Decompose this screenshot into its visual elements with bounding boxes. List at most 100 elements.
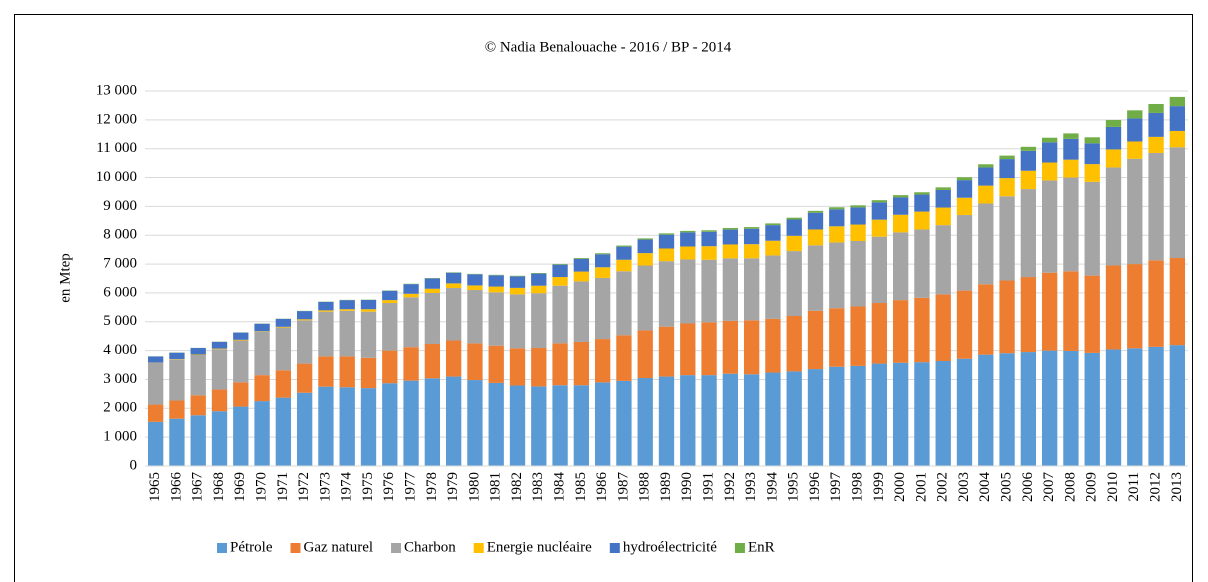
bar-segment bbox=[531, 272, 547, 274]
bar-segment bbox=[1105, 265, 1122, 350]
bar-segment bbox=[531, 348, 547, 387]
bar-segment bbox=[680, 375, 696, 466]
bar-segment bbox=[1084, 181, 1100, 276]
bar-segment bbox=[403, 293, 419, 298]
bar-segment bbox=[1020, 146, 1037, 151]
x-tick-label: 1990 bbox=[679, 472, 695, 502]
bar-segment bbox=[743, 374, 760, 466]
bar-segment bbox=[1084, 352, 1100, 466]
bar-segment bbox=[1020, 277, 1037, 353]
bar-segment bbox=[424, 288, 441, 293]
bar-segment bbox=[1169, 130, 1186, 148]
bar-segment bbox=[467, 343, 483, 381]
bar-segment bbox=[743, 258, 760, 321]
x-tick-label: 1983 bbox=[530, 472, 546, 502]
bar-segment bbox=[339, 300, 355, 310]
x-tick-label: 1979 bbox=[445, 472, 461, 502]
bar-segment bbox=[1169, 345, 1186, 466]
bar-segment bbox=[360, 388, 377, 466]
bar-segment bbox=[594, 277, 611, 340]
bar-segment bbox=[1148, 346, 1164, 466]
x-tick-label: 1991 bbox=[701, 472, 717, 502]
bar-segment bbox=[552, 385, 568, 466]
bar-segment bbox=[296, 320, 313, 364]
legend-swatch bbox=[734, 543, 745, 553]
bar-segment bbox=[807, 210, 824, 213]
bar-segment bbox=[1169, 258, 1186, 346]
bar-segment bbox=[658, 233, 675, 235]
bar-segment bbox=[722, 373, 739, 466]
x-tick-label: 1976 bbox=[381, 472, 397, 503]
bar-segment bbox=[1127, 110, 1143, 119]
bar-segment bbox=[1063, 138, 1079, 160]
x-tick-label: 1986 bbox=[594, 472, 610, 503]
x-tick-label: 1974 bbox=[339, 472, 355, 503]
bar-segment bbox=[1105, 349, 1122, 466]
bar-segment bbox=[999, 155, 1015, 160]
bar-segment bbox=[509, 275, 526, 277]
bar-segment bbox=[956, 180, 973, 198]
x-tick-label: 1970 bbox=[254, 472, 270, 502]
bar-segment bbox=[573, 271, 590, 282]
bar-segment bbox=[339, 356, 355, 388]
bar-segment bbox=[786, 235, 802, 252]
bar-segment bbox=[552, 277, 568, 286]
bar-segment bbox=[1041, 272, 1058, 351]
bar-segment bbox=[680, 259, 696, 324]
x-tick-label: 1982 bbox=[509, 472, 525, 502]
bar-segment bbox=[701, 230, 717, 232]
bar-segment bbox=[296, 311, 313, 320]
bar-segment bbox=[786, 217, 802, 220]
bar-segment bbox=[1084, 137, 1100, 144]
bar-segment bbox=[616, 245, 632, 247]
bar-segment bbox=[935, 189, 951, 208]
bar-segment bbox=[445, 376, 462, 466]
bar-segment bbox=[445, 288, 462, 341]
bar-segment bbox=[1020, 189, 1037, 278]
bar-segment bbox=[1084, 164, 1100, 182]
bar-segment bbox=[871, 202, 888, 220]
y-tick-label: 8 000 bbox=[103, 227, 137, 243]
bar-segment bbox=[722, 258, 739, 321]
bar-segment bbox=[509, 294, 526, 349]
bar-segment bbox=[935, 225, 951, 295]
bar-segment bbox=[892, 195, 909, 198]
bar-segment bbox=[1127, 264, 1143, 349]
bar-segment bbox=[488, 345, 504, 383]
x-tick-label: 1972 bbox=[296, 472, 312, 502]
bar-segment bbox=[445, 340, 462, 377]
bar-segment bbox=[850, 365, 866, 466]
y-tick-label: 3 000 bbox=[103, 371, 137, 387]
bar-segment bbox=[892, 232, 909, 301]
bar-segment bbox=[1148, 136, 1164, 154]
bar-segment bbox=[978, 167, 994, 186]
bar-segment bbox=[467, 380, 483, 466]
bar-segment bbox=[1063, 350, 1079, 466]
bar-segment bbox=[850, 224, 866, 241]
bar-segment bbox=[892, 214, 909, 233]
legend-swatch bbox=[217, 543, 227, 553]
bar-segment bbox=[254, 323, 270, 332]
x-tick-label: 1978 bbox=[424, 472, 440, 502]
bar-segment bbox=[552, 263, 568, 265]
bar-segment bbox=[1169, 106, 1186, 131]
legend-label: hydroélectricité bbox=[623, 539, 717, 555]
y-tick-label: 11 000 bbox=[96, 140, 137, 156]
bar-segment bbox=[1169, 147, 1186, 259]
bar-segment bbox=[488, 292, 504, 346]
bar-segment bbox=[360, 357, 377, 389]
x-tick-label: 2008 bbox=[1062, 472, 1078, 502]
bar-segment bbox=[254, 375, 270, 402]
bar-segment bbox=[382, 350, 398, 384]
bar-segment bbox=[403, 297, 419, 348]
y-tick-label: 1 000 bbox=[103, 429, 137, 445]
legend-swatch bbox=[473, 543, 484, 553]
bar-segment bbox=[914, 192, 930, 195]
bar-segment bbox=[169, 400, 185, 419]
bar-segment bbox=[658, 326, 675, 377]
x-tick-label: 2000 bbox=[892, 472, 908, 502]
bar-segment bbox=[871, 219, 888, 237]
bar-segment bbox=[1041, 162, 1058, 181]
